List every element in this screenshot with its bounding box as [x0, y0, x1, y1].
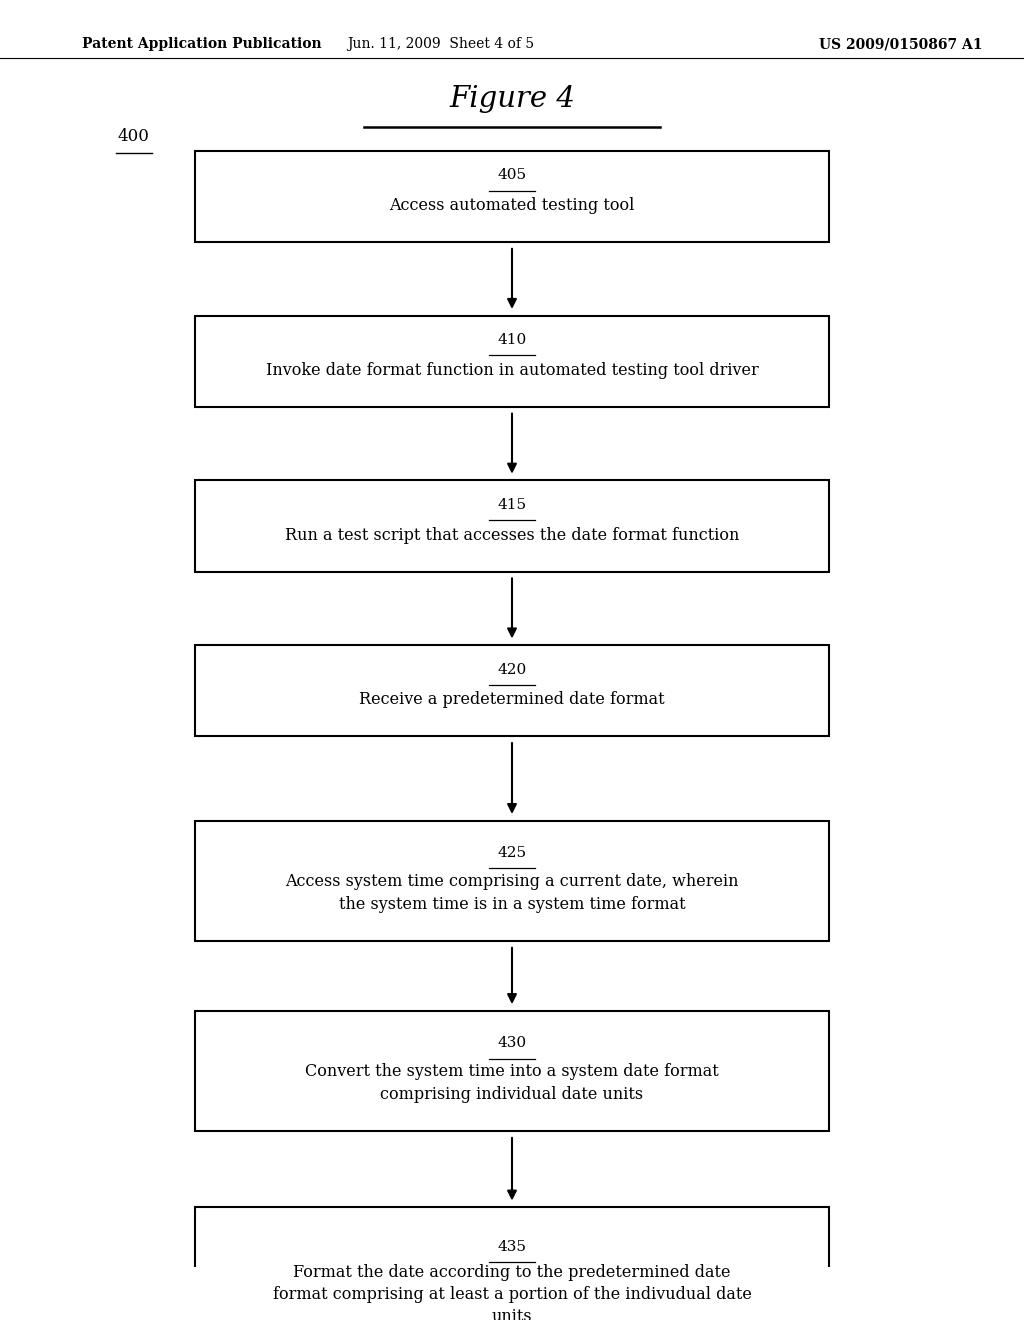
- FancyBboxPatch shape: [195, 821, 829, 941]
- Text: 425: 425: [498, 846, 526, 861]
- Text: 410: 410: [498, 333, 526, 347]
- Text: 405: 405: [498, 169, 526, 182]
- Text: 420: 420: [498, 663, 526, 677]
- FancyBboxPatch shape: [195, 1011, 829, 1131]
- Text: Format the date according to the predetermined date
format comprising at least a: Format the date according to the predete…: [272, 1265, 752, 1320]
- Text: Receive a predetermined date format: Receive a predetermined date format: [359, 692, 665, 709]
- Text: Figure 4: Figure 4: [450, 84, 574, 114]
- Text: Access automated testing tool: Access automated testing tool: [389, 197, 635, 214]
- Text: US 2009/0150867 A1: US 2009/0150867 A1: [819, 37, 983, 51]
- Text: Patent Application Publication: Patent Application Publication: [82, 37, 322, 51]
- Text: 415: 415: [498, 498, 526, 512]
- Text: Jun. 11, 2009  Sheet 4 of 5: Jun. 11, 2009 Sheet 4 of 5: [347, 37, 534, 51]
- FancyBboxPatch shape: [195, 150, 829, 242]
- Text: Access system time comprising a current date, wherein
the system time is in a sy: Access system time comprising a current …: [286, 874, 738, 912]
- Text: 430: 430: [498, 1036, 526, 1051]
- FancyBboxPatch shape: [195, 480, 829, 572]
- FancyBboxPatch shape: [195, 1208, 829, 1320]
- FancyBboxPatch shape: [195, 315, 829, 407]
- Text: Run a test script that accesses the date format function: Run a test script that accesses the date…: [285, 527, 739, 544]
- Text: Convert the system time into a system date format
comprising individual date uni: Convert the system time into a system da…: [305, 1064, 719, 1102]
- Text: 435: 435: [498, 1239, 526, 1254]
- Text: 400: 400: [118, 128, 150, 145]
- Text: Invoke date format function in automated testing tool driver: Invoke date format function in automated…: [265, 362, 759, 379]
- FancyBboxPatch shape: [195, 645, 829, 737]
